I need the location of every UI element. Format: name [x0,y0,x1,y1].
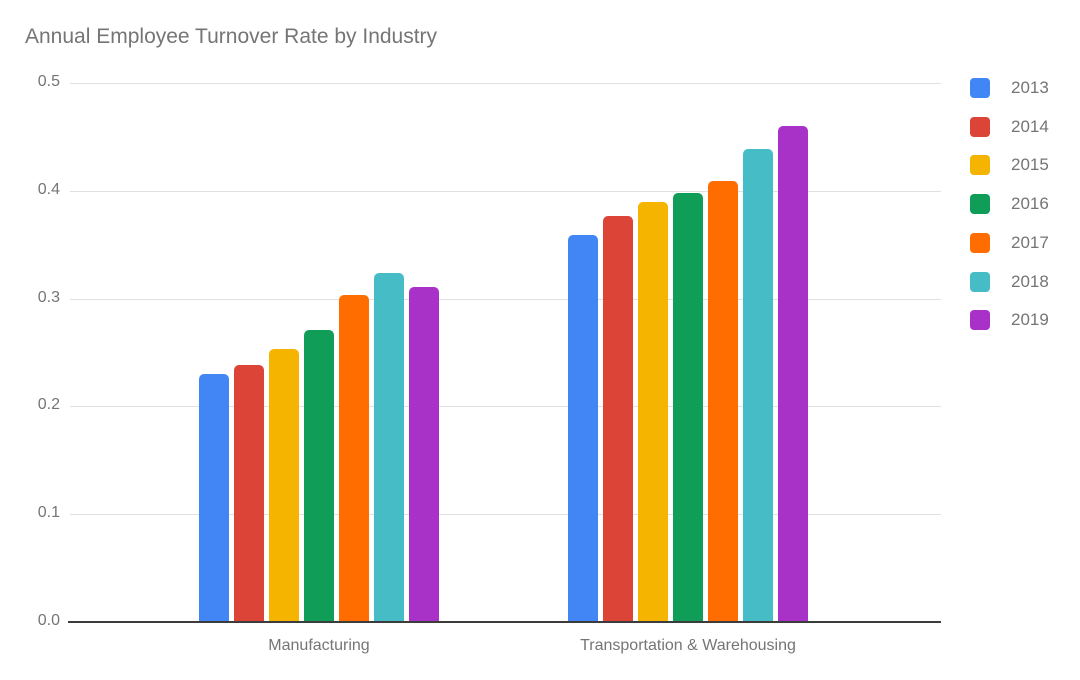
bar-manufacturing-2014 [234,365,264,622]
bar-transportation-warehousing-2019 [778,126,808,622]
y-axis-tick-label: 0.1 [37,504,60,521]
bar-transportation-warehousing-2015 [638,202,668,622]
legend-item-2013: 2013 [970,78,1049,98]
y-axis-tick-label: 0.0 [37,612,60,629]
legend-swatch-icon [970,272,990,292]
legend-item-2017: 2017 [970,233,1049,253]
y-axis-tick-label: 0.4 [37,181,60,198]
legend-swatch-icon [970,117,990,137]
bar-transportation-warehousing-2014 [603,216,633,622]
bar-transportation-warehousing-2013 [568,235,598,622]
legend-item-2018: 2018 [970,272,1049,292]
y-axis-tick-label: 0.2 [37,396,60,413]
legend-item-2019: 2019 [970,310,1049,330]
legend-label: 2016 [1011,194,1049,213]
legend-swatch-icon [970,78,990,98]
x-axis-category-label-manufacturing: Manufacturing [268,637,370,654]
chart-title: Annual Employee Turnover Rate by Industr… [25,25,438,48]
legend-swatch-icon [970,194,990,214]
legend-item-2014: 2014 [970,117,1049,137]
legend-swatch-icon [970,155,990,175]
bar-manufacturing-2018 [374,273,404,622]
gridline [70,299,941,300]
legend-item-2015: 2015 [970,155,1049,175]
bar-manufacturing-2013 [199,374,229,622]
bar-transportation-warehousing-2017 [708,181,738,622]
legend-label: 2018 [1011,272,1049,291]
bar-manufacturing-2017 [339,295,369,622]
legend-label: 2019 [1011,310,1049,329]
bar-manufacturing-2019 [409,287,439,622]
y-axis-tick-label: 0.3 [37,289,60,306]
legend-label: 2013 [1011,78,1049,97]
gridline [70,514,941,515]
x-axis-line [68,621,941,623]
legend-label: 2017 [1011,233,1049,252]
legend-label: 2014 [1011,117,1049,136]
gridline [70,406,941,407]
legend-swatch-icon [970,233,990,253]
x-axis-category-label-transportation-warehousing: Transportation & Warehousing [580,637,796,654]
gridline [70,191,941,192]
bar-transportation-warehousing-2016 [673,193,703,622]
bar-transportation-warehousing-2018 [743,149,773,622]
gridline [70,83,941,84]
y-axis-tick-label: 0.5 [37,73,60,90]
bar-manufacturing-2016 [304,330,334,622]
legend-label: 2015 [1011,155,1049,174]
bar-manufacturing-2015 [269,349,299,622]
legend-item-2016: 2016 [970,194,1049,214]
legend-swatch-icon [970,310,990,330]
